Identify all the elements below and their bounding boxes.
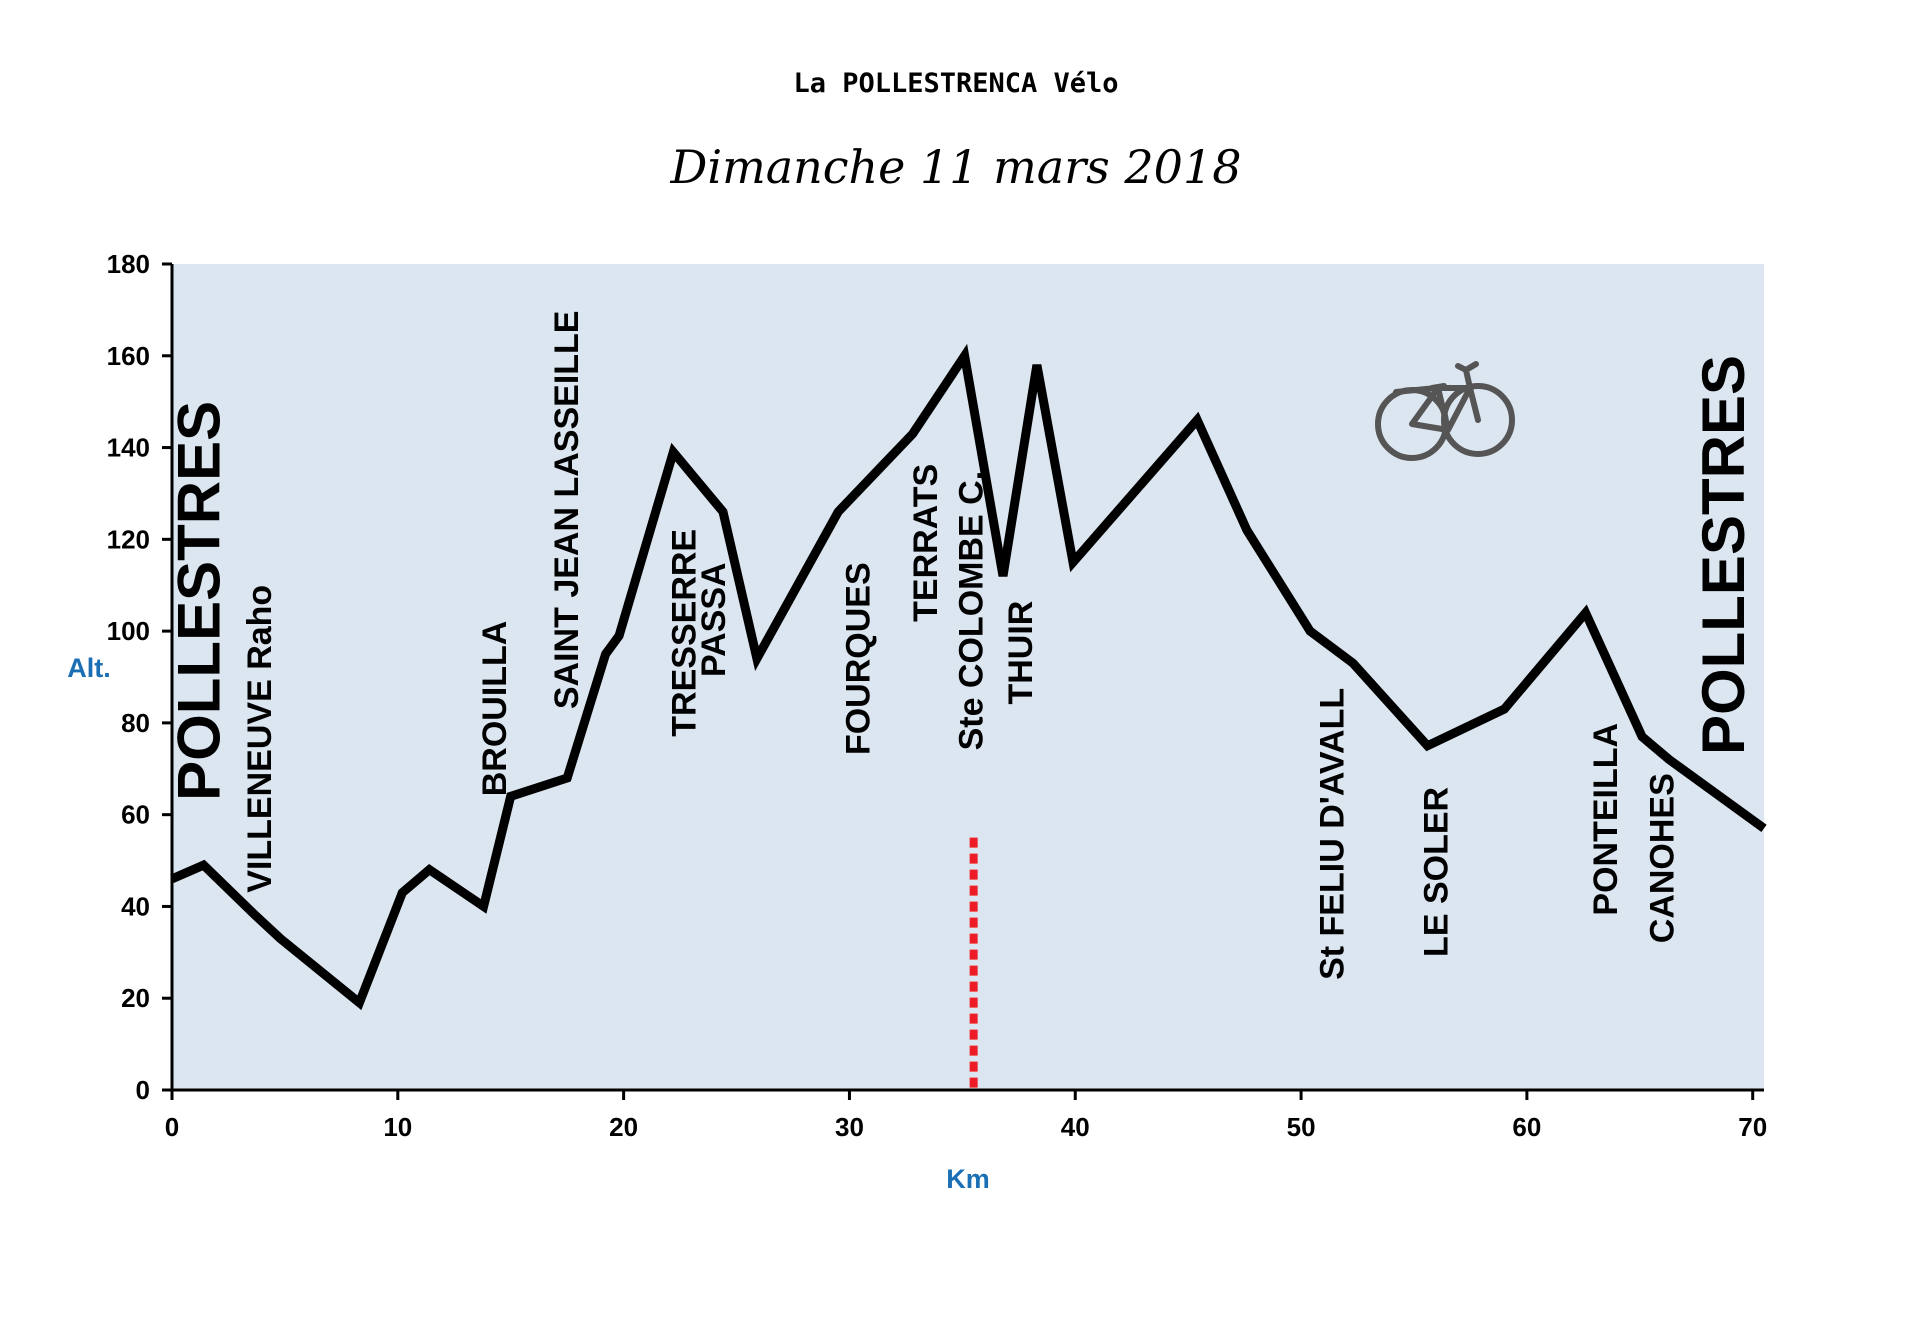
- y-tick-label: 0: [136, 1075, 150, 1105]
- place-label: TERRATS: [907, 464, 945, 622]
- place-label: PASSA: [695, 562, 733, 677]
- y-tick-label: 40: [121, 891, 150, 921]
- place-label: FOURQUES: [840, 562, 878, 755]
- x-tick-label: 40: [1061, 1112, 1090, 1142]
- place-label: Ste COLOMBE C.: [952, 471, 990, 751]
- chart-title: La POLLESTRENCA Vélo: [793, 68, 1119, 99]
- y-tick-label: 180: [107, 249, 150, 279]
- place-label: CANOHES: [1643, 773, 1681, 943]
- place-label: POLLESTRES: [166, 401, 233, 801]
- elevation-line: [170, 343, 1767, 1011]
- y-tick-label: 80: [121, 708, 150, 738]
- x-axis-label: Km: [946, 1164, 990, 1194]
- place-label: PONTEILLA: [1587, 723, 1625, 916]
- y-tick-label: 160: [107, 341, 150, 371]
- x-tick-label: 50: [1287, 1112, 1316, 1142]
- chart-subtitle: Dimanche 11 mars 2018: [670, 140, 1242, 194]
- place-label: VILLENEUVE Raho: [241, 585, 279, 893]
- y-axis-label: Alt.: [67, 653, 111, 683]
- x-tick-label: 70: [1738, 1112, 1767, 1142]
- axes: 0 20 40 60 80 100 120 140 160 180 0 10 20 30 40 50 60 70: [107, 249, 1768, 1142]
- place-label: BROUILLA: [476, 621, 514, 797]
- place-label: LE SOLER: [1418, 787, 1456, 957]
- place-label: THUIR: [1002, 601, 1040, 705]
- place-label: TRESSERRE: [666, 529, 704, 737]
- x-tick-label: 10: [383, 1112, 412, 1142]
- y-tick-label: 100: [107, 616, 150, 646]
- y-tick-label: 20: [121, 983, 150, 1013]
- bicycle-icon: [1375, 361, 1515, 461]
- y-tick-label: 60: [121, 800, 150, 830]
- y-tick-label: 120: [107, 524, 150, 554]
- y-tick-label: 140: [107, 433, 150, 463]
- place-label: St FELIU D'AVALL: [1314, 688, 1352, 980]
- place-labels: POLLESTRES VILLENEUVE Raho BROUILLA SAINT J…: [166, 311, 1757, 980]
- plot-area: [172, 264, 1764, 1090]
- x-tick-label: 0: [165, 1112, 179, 1142]
- x-tick-label: 30: [835, 1112, 864, 1142]
- place-label: SAINT JEAN LASSEILLE: [548, 311, 586, 710]
- x-tick-label: 60: [1512, 1112, 1541, 1142]
- place-label: POLLESTRES: [1690, 355, 1757, 755]
- x-tick-label: 20: [609, 1112, 638, 1142]
